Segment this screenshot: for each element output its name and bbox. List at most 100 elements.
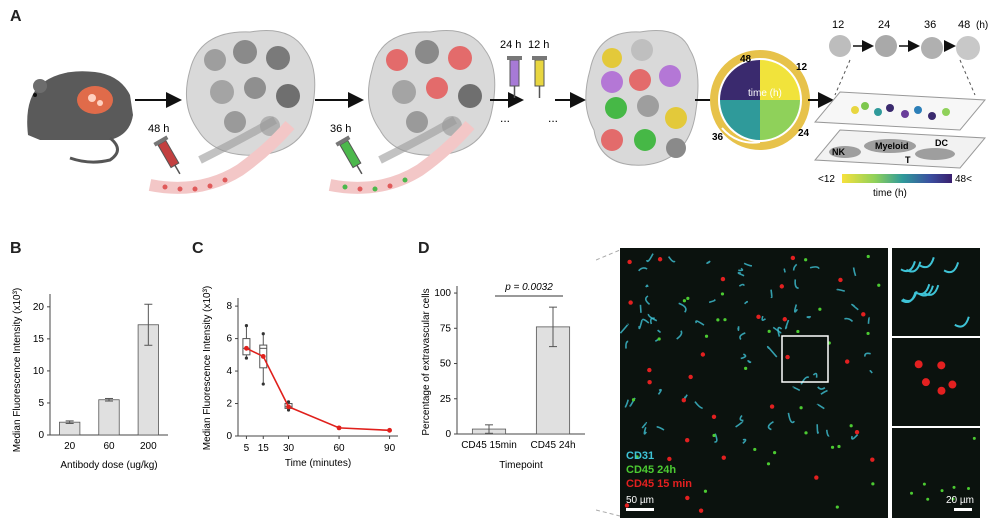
timeline-label-24: 24 [878, 19, 890, 31]
syringe-label-24h: 24 h [500, 39, 521, 51]
cd31-vessel [638, 319, 643, 330]
cd45-15min-cell [838, 277, 843, 283]
chart-c-point [244, 345, 249, 351]
cd31-vessel [793, 304, 798, 313]
cd45-15min-cell [782, 317, 787, 322]
micrograph-signal [619, 253, 976, 513]
chart-c-xlabel: Time (minutes) [285, 458, 351, 469]
chart-c-xtick-label: 60 [333, 443, 345, 454]
inset-red-cell [937, 386, 946, 395]
cd45-15min-cell [779, 284, 785, 289]
inset-green-cell [952, 485, 956, 489]
cd31-vessel [708, 299, 716, 304]
cd31-vessel [766, 345, 778, 358]
cd31-vessel [844, 317, 854, 323]
cd45-24h-cell [704, 334, 709, 338]
inset-cd31 [900, 291, 917, 303]
chart-c-ytick-label: 0 [226, 431, 232, 442]
cd31-vessel [812, 372, 818, 378]
cd45-15min-cell [688, 374, 693, 380]
chart-c-ytick-label: 2 [226, 399, 232, 410]
colorbar-max: 48< [955, 174, 972, 185]
cd31-vessel [678, 302, 687, 313]
chart-d-ytick-label: 0 [445, 429, 451, 440]
syringe-label-12h: 12 h [528, 39, 549, 51]
inset-red-cell [937, 361, 946, 370]
chart-c-ytick-label: 6 [226, 334, 232, 345]
vessel-1 [148, 121, 295, 194]
chart-c-series-line [246, 347, 390, 432]
chart-c-ytick-label: 8 [226, 301, 232, 312]
chart-b-xtick-label: 200 [140, 441, 157, 452]
cd31-vessel [739, 415, 744, 422]
cd31-vessel [639, 304, 642, 313]
cd31-vessel [638, 267, 648, 272]
map-label-dc: DC [935, 138, 948, 148]
cd45-15min-cell [667, 456, 672, 462]
chart-c-point [286, 404, 291, 410]
cd45-24h-cell [631, 398, 636, 402]
chart-c-ytick-label: 4 [226, 366, 232, 377]
cd31-vessel [735, 420, 744, 428]
chart-d-xtick-label: CD45 15min [461, 440, 517, 451]
chart-b-ylabel: Median Fluorescence Intensity (x10³) [12, 288, 23, 453]
cd31-vessel [816, 403, 825, 410]
cd31-vessel [783, 268, 786, 273]
cd45-24h-cell [818, 307, 822, 311]
cd45-24h-cell [796, 329, 800, 334]
scalebar-main [626, 508, 654, 511]
scalebar-inset [954, 508, 972, 511]
cd31-vessel [619, 323, 629, 334]
cd45-15min-cell [861, 312, 866, 317]
timeline-unit: (h) [976, 20, 988, 31]
cd45-24h-cell [830, 445, 835, 449]
inset-box [781, 335, 829, 383]
cd45-15min-cell [854, 429, 860, 435]
cd31-vessel [738, 283, 745, 287]
inset-red-cell [948, 380, 957, 389]
chart-c-point [387, 427, 392, 433]
chart-c-outlier [286, 408, 291, 412]
cd45-24h-cell [866, 254, 870, 259]
cd45-24h-cell [767, 329, 771, 333]
inset-green-cell [951, 497, 955, 501]
cd45-15min-cell [698, 508, 704, 513]
cd31-vessel [657, 329, 661, 333]
cd45-24h-cell [877, 283, 881, 287]
cd31-vessel [667, 256, 676, 263]
chart-b-xtick-label: 60 [103, 441, 115, 452]
cd31-vessel [784, 319, 790, 330]
chart-d: 0 25 50 75 100 CD45 15min CD45 24h p = 0.0032 Ti… [421, 282, 585, 471]
colorbar-title: time (h) [873, 188, 907, 199]
clock-tick-36: 36 [712, 132, 724, 143]
cd45-24h-cell [635, 455, 639, 459]
cd45-15min-cell [657, 257, 663, 262]
cd31-vessel [794, 279, 799, 289]
cd45-15min-cell [685, 495, 690, 501]
colorbar-min: <12 [818, 174, 835, 185]
inject-label-48h: 48 h [148, 123, 169, 135]
cd31-vessel [706, 260, 711, 264]
ellipsis-1: ... [500, 111, 510, 125]
cd31-vessel [737, 272, 745, 277]
cd31-vessel [743, 262, 753, 267]
map-label-t: T [905, 155, 911, 165]
cd31-vessel [851, 303, 859, 311]
chart-d-xlabel: Timepoint [499, 460, 543, 471]
cd31-vessel [800, 376, 810, 385]
umap-layer-gray: Myeloid DC NK T [813, 129, 987, 169]
cd31-vessel [644, 295, 651, 305]
cd45-24h-cell [835, 505, 839, 509]
cd45-24h-cell [871, 482, 875, 486]
cd31-vessel [869, 370, 873, 374]
cd45-15min-cell [814, 475, 819, 480]
cd45-15min-cell [628, 300, 633, 305]
cd45-24h-cell [723, 318, 727, 322]
tumor-cluster-1 [185, 29, 316, 156]
chart-b-ytick-label: 10 [33, 366, 45, 377]
cd45-15min-cell [790, 255, 796, 261]
cd45-15min-cell [756, 314, 761, 320]
cd31-vessel [737, 326, 740, 331]
cd45-24h-cell [804, 258, 808, 262]
time-clock-icon: time (h) 48 12 24 36 [710, 50, 810, 150]
